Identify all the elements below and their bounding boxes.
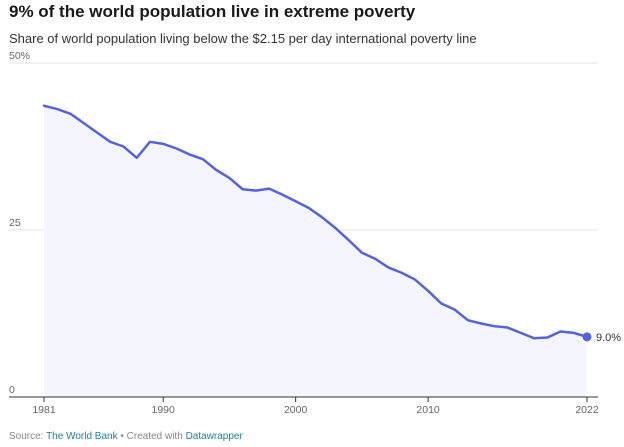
series-line [42,104,589,340]
footer-source-link[interactable]: The World Bank [46,431,118,442]
y-tick-label-2: 50% [9,50,30,62]
x-axis-ticks: 1981 1990 2000 2010 2022 [32,397,599,416]
annotations: 9.0% [582,332,621,344]
footer-separator: • Created with [117,431,186,442]
footer-source-prefix: Source: [9,431,47,442]
y-axis-tick-labels: 0 25 50% [9,50,30,396]
x-tick-label-4: 2022 [575,404,599,416]
chart-canvas: 0 25 50% 1981 1990 2000 2010 2022 9.0% [9,50,621,416]
end-point-marker [582,332,592,342]
x-tick-label-1: 1990 [152,404,176,416]
x-tick-label-0: 1981 [32,404,56,416]
area-fill [44,105,587,397]
y-tick-label-0: 0 [9,384,15,396]
chart-subtitle: Share of world population living below t… [9,31,477,46]
y-tick-label-1: 25 [9,217,21,229]
footer: Source: The World Bank • Created with Da… [9,431,243,442]
chart-title: 9% of the world population live in extre… [9,2,416,21]
end-value-label: 9.0% [596,332,621,344]
x-tick-label-2: 2000 [284,404,308,416]
x-tick-label-3: 2010 [416,404,440,416]
footer-tool-link[interactable]: Datawrapper [185,431,243,442]
